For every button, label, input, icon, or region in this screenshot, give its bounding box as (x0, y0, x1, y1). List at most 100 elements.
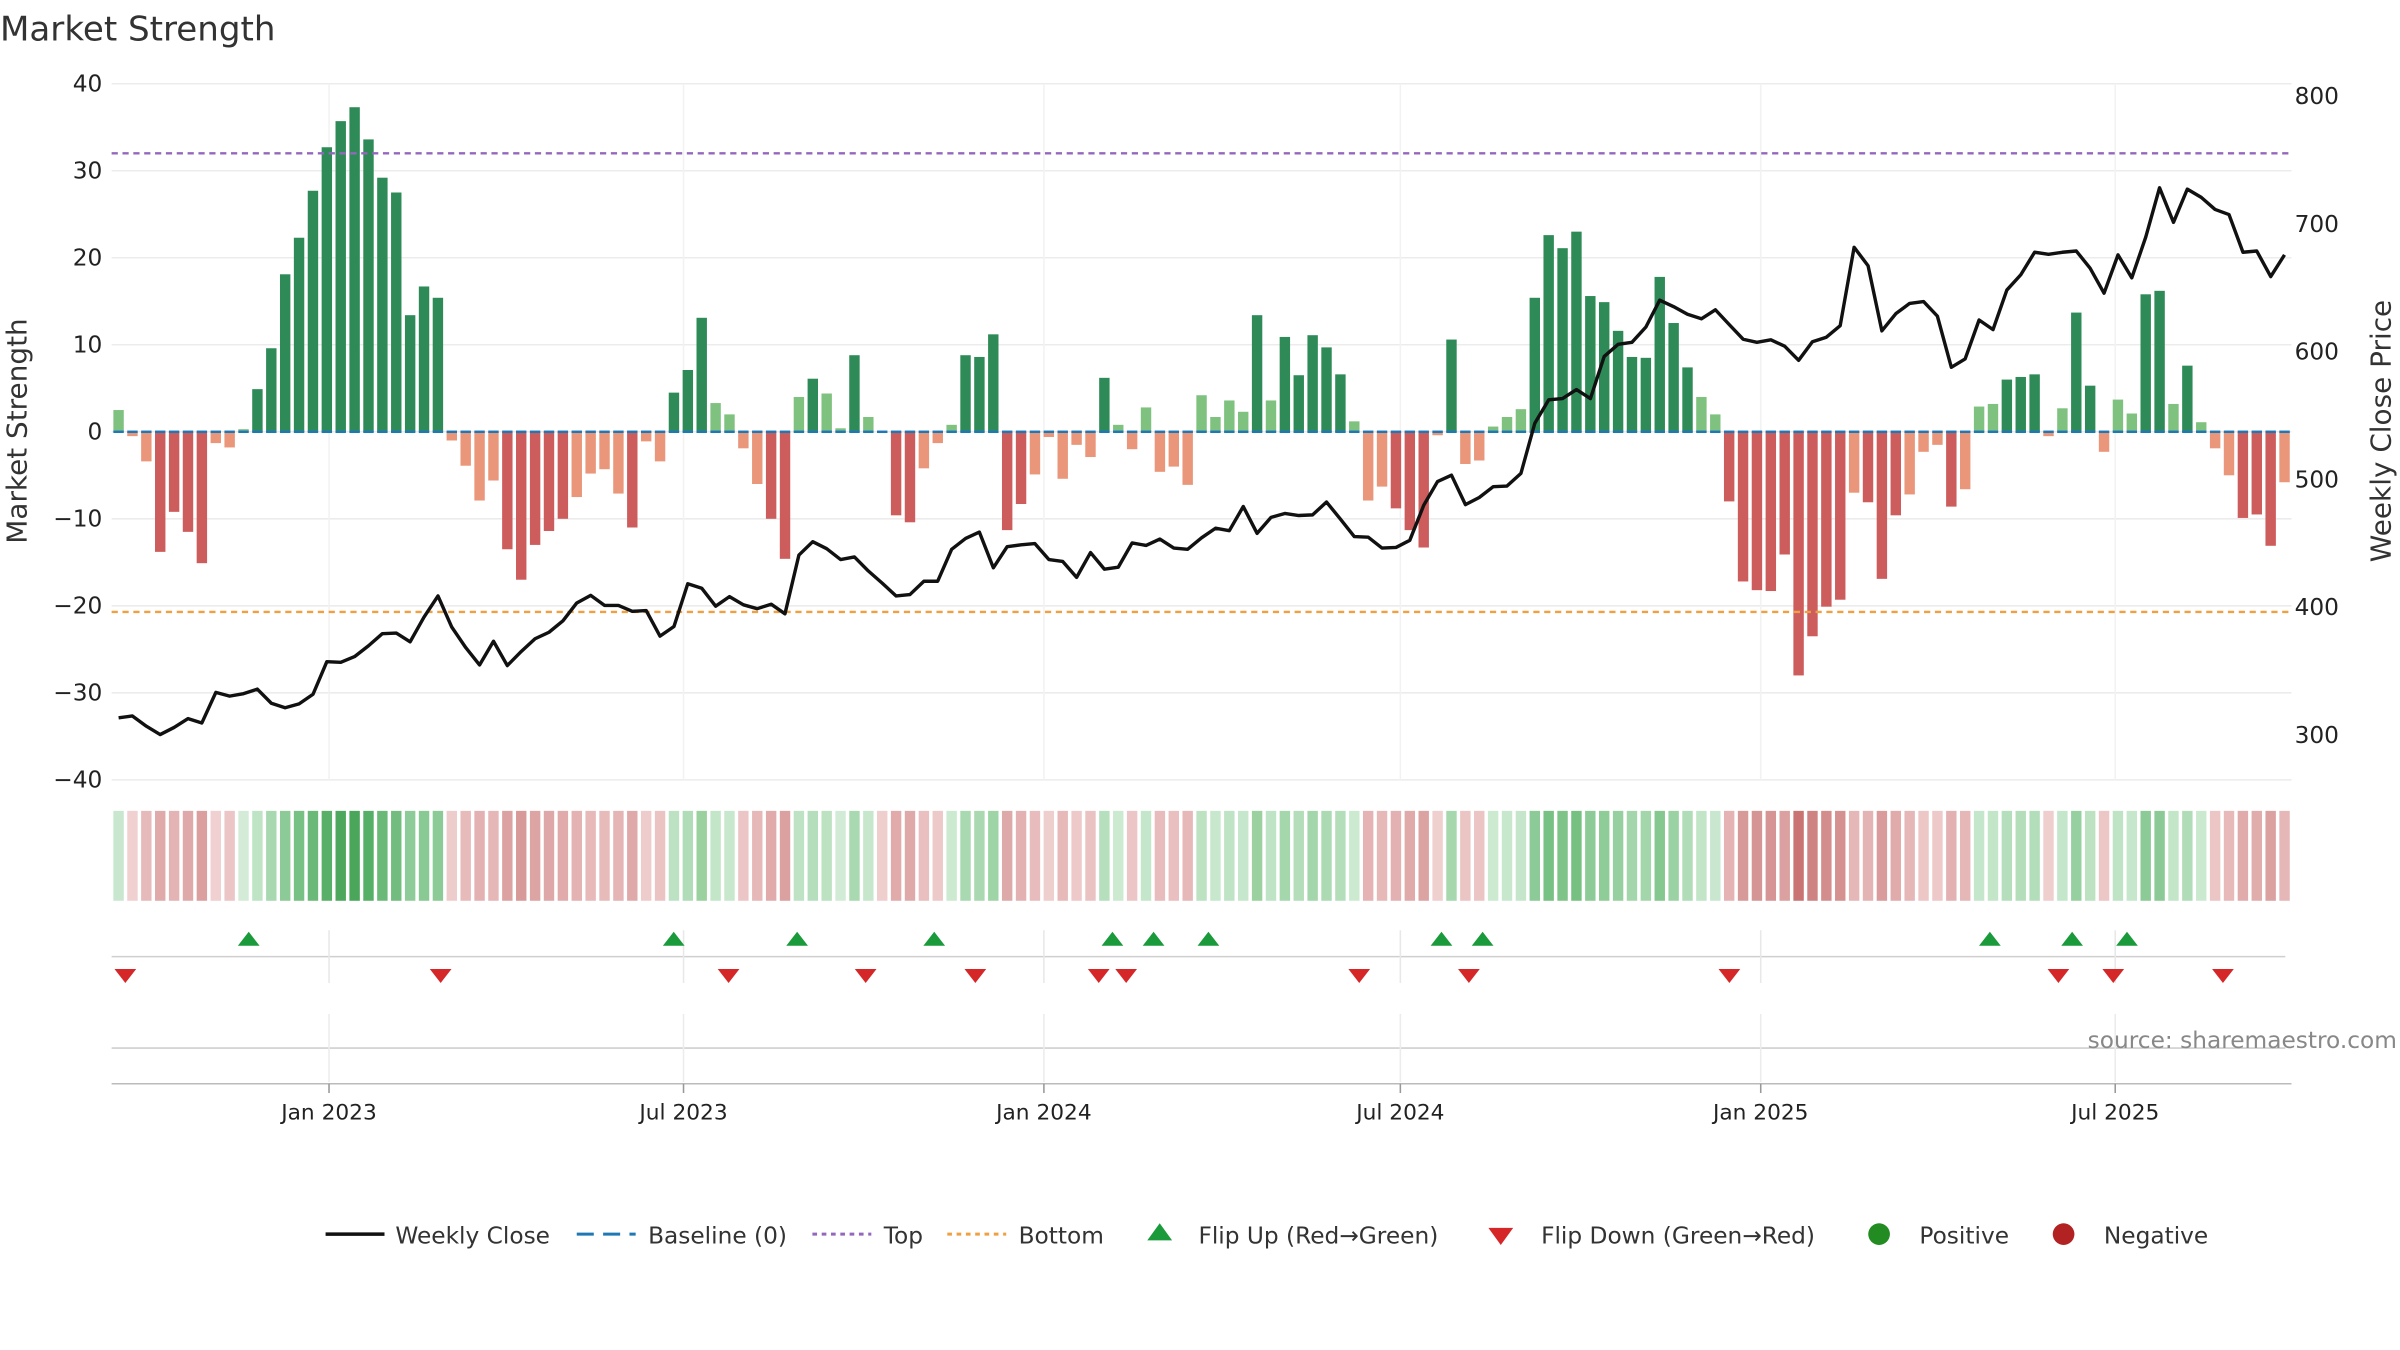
strength-bar (321, 147, 333, 432)
strength-bar (2196, 422, 2207, 432)
heat-cell (627, 810, 638, 901)
y-tick-label: 0 (88, 419, 103, 446)
strength-bar (2112, 399, 2124, 432)
strength-bar (1890, 431, 1901, 516)
strength-bar (668, 392, 680, 432)
y-axis-title: Market Strength (0, 318, 33, 543)
heat-cell (141, 810, 152, 901)
heat-cell (1987, 810, 1999, 901)
strength-bar (196, 431, 208, 564)
strength-bar (1487, 426, 1499, 432)
strength-bar (682, 370, 694, 432)
source-label: source: sharemaestro.com (2088, 1027, 2397, 1054)
heat-cell (932, 810, 943, 901)
heat-cell (1362, 810, 1374, 901)
flip-up-marker (1142, 931, 1165, 946)
heat-cell (1835, 810, 1846, 901)
heat-cell (1848, 810, 1860, 901)
heat-cell (1182, 810, 1193, 901)
strength-bar (1501, 416, 1513, 432)
strength-bar (1723, 431, 1735, 502)
strength-bar (1904, 431, 1915, 495)
flip-up-marker (1197, 931, 1220, 946)
strength-bar (2265, 431, 2276, 546)
strength-bar (1460, 431, 1471, 464)
strength-bar (2182, 365, 2193, 432)
heat-cell (2001, 810, 2013, 901)
strength-bar (863, 416, 874, 432)
strength-bar (1640, 357, 1652, 432)
strength-bar (266, 348, 277, 432)
heat-cell (1418, 810, 1429, 901)
strength-bars (113, 107, 2290, 676)
strength-bar (710, 403, 721, 432)
strength-bar (960, 355, 971, 432)
strength-bar (1057, 431, 1068, 479)
heat-cell (1210, 810, 1221, 901)
strength-bar (1446, 339, 1457, 432)
heat-cell (460, 810, 471, 901)
heat-cell (432, 810, 444, 901)
strength-bar (1696, 396, 1707, 432)
heat-cell (1862, 810, 1874, 901)
strength-bar (391, 192, 402, 432)
strength-bar (224, 431, 235, 448)
heat-cell (1876, 810, 1888, 901)
heat-cell (1487, 810, 1499, 901)
flip-down-marker (854, 969, 877, 983)
heat-cell (988, 810, 999, 901)
heat-cell (293, 810, 305, 901)
heat-cell (557, 810, 569, 901)
heat-cell (696, 810, 707, 901)
strength-bar (904, 431, 916, 523)
y-tick-labels: −40 −30 −20 −10 0 10 20 30 40 (53, 70, 102, 793)
strength-bar (418, 286, 430, 432)
heat-cell (613, 810, 624, 901)
heat-cell (571, 810, 582, 901)
heat-cell (1973, 810, 1985, 901)
strength-bar (1543, 235, 1554, 432)
strength-bar (627, 431, 638, 528)
strength-bar (1126, 431, 1138, 450)
heat-cell (1807, 810, 1818, 901)
strength-bar (2209, 431, 2221, 449)
heat-cell (266, 810, 277, 901)
flip-up-marker (923, 931, 946, 946)
flip-down-marker (717, 969, 740, 983)
heat-cell (1682, 810, 1693, 901)
heat-cell (1557, 810, 1568, 901)
heat-cell (543, 810, 555, 901)
strength-bar (2057, 408, 2068, 432)
heat-cell (1390, 810, 1402, 901)
heat-cell (904, 810, 916, 901)
heat-cell (1238, 810, 1249, 901)
heat-cell (724, 810, 735, 901)
heat-cell (2154, 810, 2165, 901)
strength-bar (1168, 431, 1179, 467)
strength-bar (127, 431, 138, 437)
strength-bar (1293, 375, 1304, 432)
heat-cell (1279, 810, 1291, 901)
strength-bar (1154, 431, 1166, 472)
strength-bar (974, 356, 985, 432)
heat-cell (654, 810, 666, 901)
heat-cell (1001, 810, 1013, 901)
strength-bar (182, 431, 194, 532)
strength-bar (529, 431, 541, 545)
flip-up-marker (237, 931, 260, 946)
strength-bar (1848, 431, 1860, 493)
heat-cell (974, 810, 985, 901)
strength-bar (765, 431, 777, 519)
y2-tick-label: 400 (2295, 594, 2339, 621)
heat-cell (363, 810, 374, 901)
heat-cell (821, 810, 832, 901)
heat-cell (1140, 810, 1152, 901)
strength-bar (2237, 431, 2249, 518)
legend-label: Bottom (1019, 1222, 1104, 1249)
heat-cell (877, 810, 888, 901)
heat-cell (1779, 810, 1790, 901)
strength-bar (1182, 431, 1193, 485)
heat-cell (1099, 810, 1110, 901)
strength-bar (1946, 431, 1957, 507)
strength-bar (2126, 413, 2138, 432)
